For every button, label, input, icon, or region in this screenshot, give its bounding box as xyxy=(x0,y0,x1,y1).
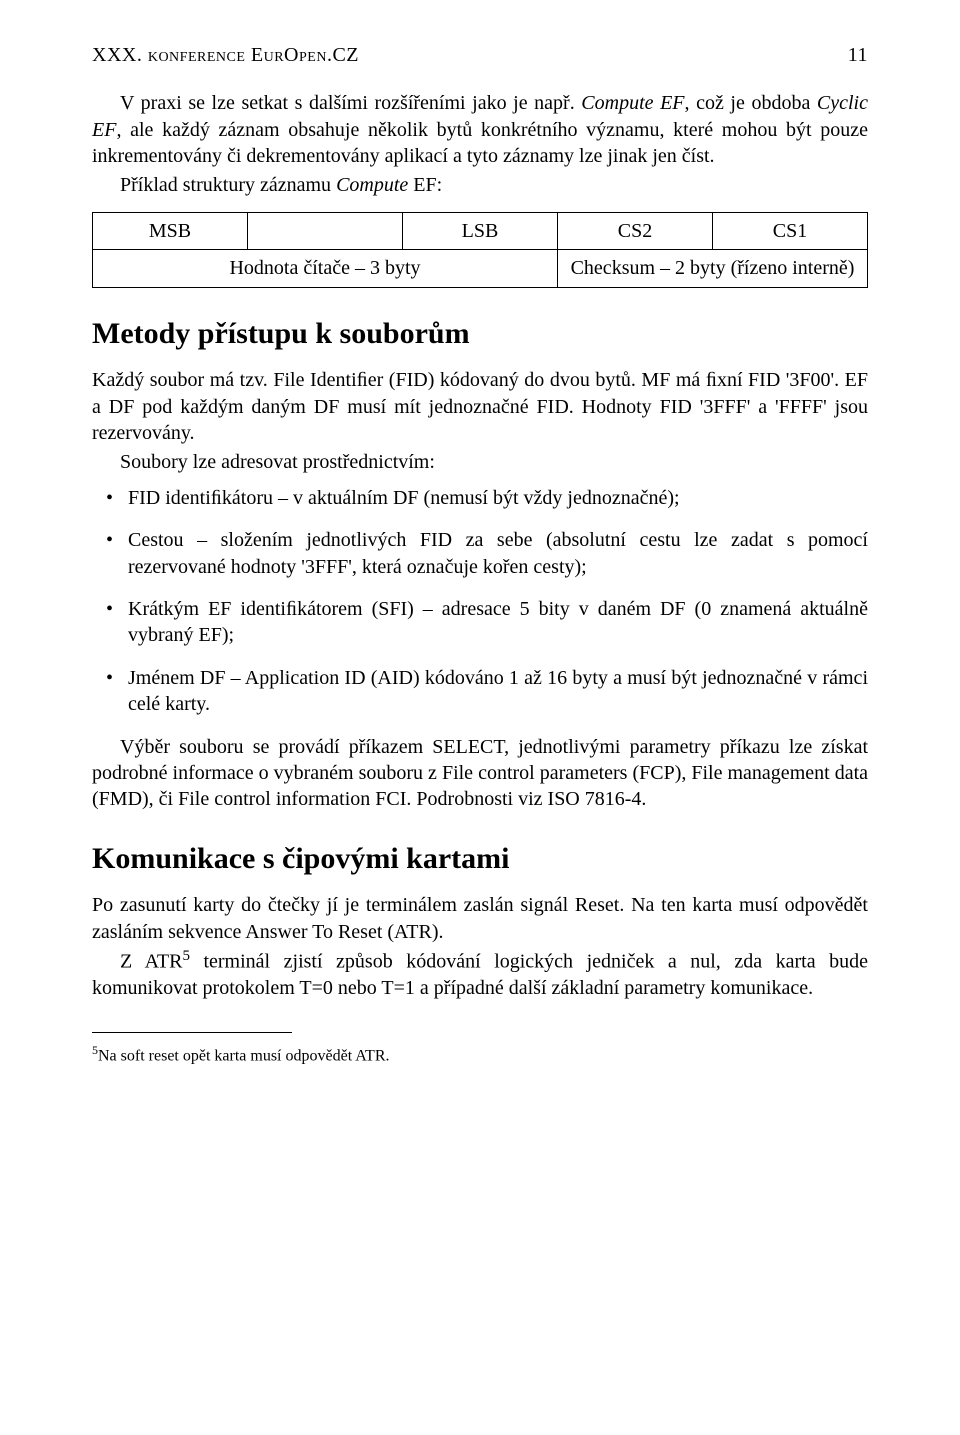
cell-msb: MSB xyxy=(93,212,248,249)
table-row: Hodnota čítače – 3 byty Checksum – 2 byt… xyxy=(93,250,868,287)
footnote-rule xyxy=(92,1032,292,1033)
heading-methods: Metody přístupu k souborům xyxy=(92,314,868,354)
cell-cs2: CS2 xyxy=(558,212,713,249)
heading-comm: Komunikace s čipovými kartami xyxy=(92,839,868,879)
list-item: FID identiﬁkátoru – v aktuálním DF (nemu… xyxy=(92,485,868,511)
para-methods-1: Každý soubor má tzv. File Identiﬁer (FID… xyxy=(92,367,868,446)
para-intro-2: Příklad struktury záznamu Compute EF: xyxy=(92,172,868,198)
running-header: XXX. konference EurOpen.CZ 11 xyxy=(92,42,868,68)
list-item: Krátkým EF identiﬁkátorem (SFI) – adresa… xyxy=(92,596,868,649)
text: Příklad struktury záznamu xyxy=(120,174,336,196)
term-compute: Compute xyxy=(336,174,413,196)
cell-empty xyxy=(248,212,403,249)
text: , což je obdoba xyxy=(685,92,817,114)
footref-5: 5 xyxy=(182,948,190,964)
text: EF: xyxy=(413,174,442,196)
bullet-list: FID identiﬁkátoru – v aktuálním DF (nemu… xyxy=(92,485,868,718)
page-number: 11 xyxy=(848,42,868,68)
text: , ale každý záznam obsahuje několik bytů… xyxy=(92,119,868,167)
header-left: XXX. konference EurOpen.CZ xyxy=(92,42,359,68)
cell-checksum: Checksum – 2 byty (řízeno interně) xyxy=(558,250,868,287)
para-comm-1: Po zasunutí karty do čtečky jí je termin… xyxy=(92,892,868,945)
list-item: Jménem DF – Application ID (AID) kódován… xyxy=(92,665,868,718)
list-item: Cestou – složením jednotlivých FID za se… xyxy=(92,527,868,580)
term-compute-ef: Compute EF xyxy=(581,92,684,114)
para-methods-2: Soubory lze adresovat prostřednictvím: xyxy=(92,449,868,475)
para-methods-3: Výběr souboru se provádí příkazem SELECT… xyxy=(92,734,868,813)
table-row: MSB LSB CS2 CS1 xyxy=(93,212,868,249)
text: terminál zjistí způsob kódování logickýc… xyxy=(92,951,868,999)
footnote-text: Na soft reset opět karta musí odpovědět … xyxy=(98,1047,390,1064)
cell-cs1: CS1 xyxy=(713,212,868,249)
para-comm-2: Z ATR5 terminál zjistí způsob kódování l… xyxy=(92,947,868,1001)
cell-lsb: LSB xyxy=(403,212,558,249)
para-intro-1: V praxi se lze setkat s dalšími rozšířen… xyxy=(92,90,868,169)
text: Z ATR xyxy=(120,951,182,973)
footnote-5: 5Na soft reset opět karta musí odpovědět… xyxy=(92,1043,868,1066)
compute-ef-table: MSB LSB CS2 CS1 Hodnota čítače – 3 byty … xyxy=(92,212,868,288)
page: XXX. konference EurOpen.CZ 11 V praxi se… xyxy=(0,0,960,1435)
text: V praxi se lze setkat s dalšími rozšířen… xyxy=(120,92,581,114)
cell-counter: Hodnota čítače – 3 byty xyxy=(93,250,558,287)
